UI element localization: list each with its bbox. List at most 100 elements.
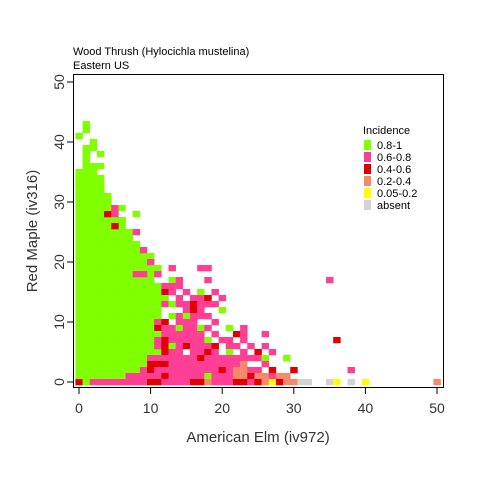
heatmap-cell [111,223,119,230]
heatmap-cell [168,343,176,350]
x-axis-label: American Elm (iv972) [186,429,329,446]
heatmap-cell [75,199,83,206]
heatmap-cell [89,253,98,260]
heatmap-cell [240,325,248,332]
chart-subtitle: Eastern US [73,60,129,72]
heatmap-cell [175,283,184,290]
heatmap-cell [89,259,98,266]
heatmap-cell [147,355,155,362]
heatmap-cell [125,241,133,248]
heatmap-cell [175,337,184,344]
heatmap-cell [204,337,212,344]
heatmap-cell [132,307,141,314]
heatmap-cell [154,337,162,344]
heatmap-cell [104,343,112,350]
heatmap-cell [197,355,205,362]
heatmap-cell [89,223,98,230]
heatmap-cell [225,373,234,380]
heatmap-cell [147,253,155,260]
heatmap-cell [132,211,141,218]
heatmap-cell [111,247,119,254]
heatmap-cell [75,187,83,194]
heatmap-cell [139,319,148,326]
heatmap-cell [89,331,98,338]
heatmap-cell [82,361,91,368]
heatmap-cell [132,337,141,344]
heatmap-cell [139,325,148,332]
heatmap-cell [189,307,198,314]
heatmap-cell [161,295,169,302]
heatmap-cell [118,313,126,320]
heatmap-cell [168,277,176,284]
heatmap-cell [275,379,284,386]
heatmap-cell [82,289,91,296]
heatmap-cell [139,331,148,338]
heatmap-cell [125,265,133,272]
heatmap-cell [132,343,141,350]
heatmap-cell [182,343,191,350]
heatmap-cell [104,229,112,236]
heatmap-cell [204,361,212,368]
heatmap-cell [161,331,169,338]
heatmap-cell [175,349,184,356]
heatmap-cell [139,313,148,320]
heatmap-cell [89,211,98,218]
heatmap-cell [333,337,341,344]
y-tick-label: 0 [51,378,67,386]
heatmap-cell [104,295,112,302]
heatmap-cell [240,367,248,374]
heatmap-cell [139,301,148,308]
heatmap-cell [168,301,176,308]
heatmap-cell [75,205,83,212]
heatmap-cell [96,241,105,248]
heatmap-cell [161,283,169,290]
heatmap-cell [139,337,148,344]
heatmap-cell [154,289,162,296]
heatmap-cell [139,367,148,374]
heatmap-cell [240,379,248,386]
heatmap-cell [118,373,126,380]
heatmap-cell [111,313,119,320]
heatmap-cell [147,259,155,266]
heatmap-cell [139,343,148,350]
heatmap-cell [75,217,83,224]
heatmap-cell [82,235,91,242]
heatmap-cell [118,331,126,338]
heatmap-cell [104,211,112,218]
heatmap-cell [82,253,91,260]
heatmap-cell [96,373,105,380]
heatmap-cell [168,349,176,356]
heatmap-cell [75,229,83,236]
heatmap-cell [168,325,176,332]
x-tick-label: 0 [75,400,83,416]
heatmap-cell [118,307,126,314]
heatmap-cell [111,211,119,218]
heatmap-cell [111,283,119,290]
heatmap-cell [89,343,98,350]
heatmap-cell [240,337,248,344]
heatmap-cell [118,337,126,344]
heatmap-cell [82,355,91,362]
heatmap-cell [82,313,91,320]
heatmap-cell [211,343,219,350]
legend-label: 0.4-0.6 [377,164,411,176]
heatmap-cell [182,319,191,326]
heatmap-cell [104,271,112,278]
heatmap-cell [125,277,133,284]
heatmap-cell [154,271,162,278]
heatmap-cell [147,307,155,314]
x-tick-label: 30 [286,400,302,416]
heatmap-cell [89,247,98,254]
heatmap-cell [111,301,119,308]
heatmap-cell [125,373,133,380]
heatmap-cell [197,307,205,314]
heatmap-cell [125,289,133,296]
heatmap-cell [147,367,155,374]
heatmap-cell [197,295,205,302]
heatmap-cell [154,313,162,320]
heatmap-cell [111,319,119,326]
heatmap-cell [204,367,212,374]
heatmap-cell [175,361,184,368]
heatmap-cell [118,265,126,272]
